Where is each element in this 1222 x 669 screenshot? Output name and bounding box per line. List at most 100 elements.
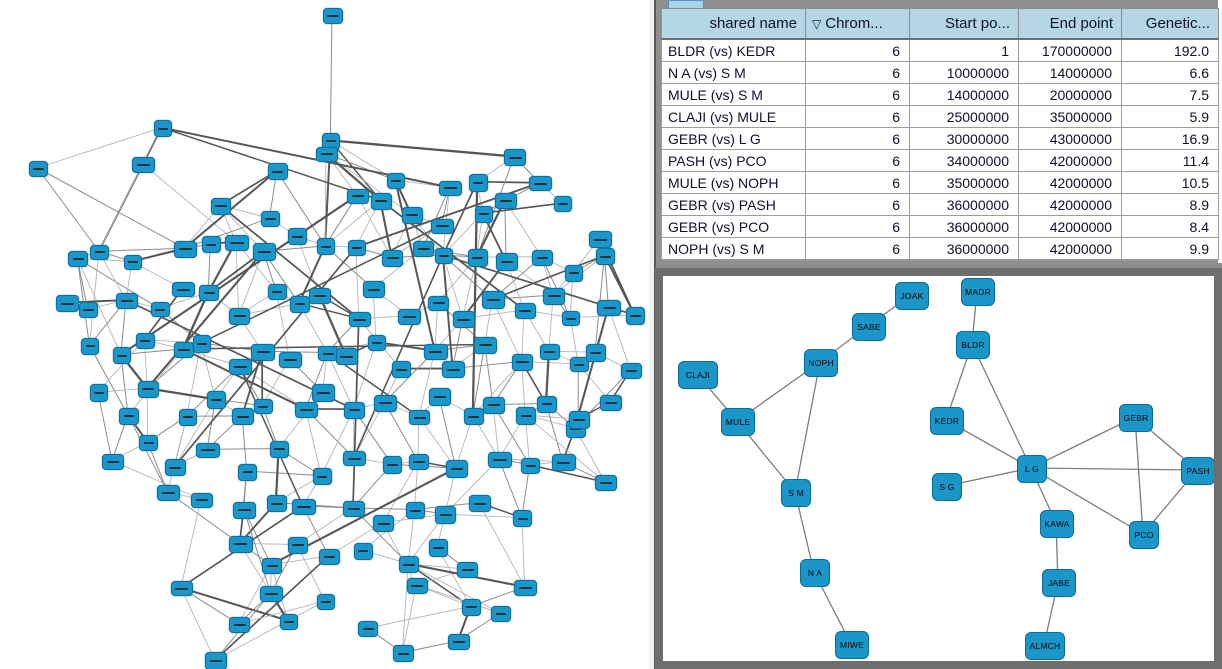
network-node[interactable] [474, 336, 498, 355]
network-node[interactable] [463, 407, 484, 426]
cell-value[interactable]: 16.9 [1121, 127, 1219, 150]
network-node[interactable] [514, 303, 536, 319]
network-node[interactable] [569, 357, 589, 373]
network-node[interactable] [135, 332, 155, 349]
column-header-endpoint[interactable]: End point [1018, 8, 1122, 40]
network-node[interactable] [267, 163, 288, 181]
network-node[interactable] [260, 586, 284, 602]
network-node[interactable] [335, 347, 358, 366]
cell-shared-name[interactable]: CLAJI (vs) MULE [661, 105, 806, 128]
network-node[interactable] [381, 249, 404, 267]
network-node[interactable] [568, 411, 590, 429]
network-node[interactable] [468, 173, 488, 192]
cell-value[interactable]: 34000000 [909, 149, 1019, 172]
network-node[interactable] [228, 616, 251, 633]
network-node[interactable] [232, 408, 255, 426]
cell-value[interactable]: 42000000 [1018, 193, 1122, 216]
network-node-gebr[interactable]: GEBR [1118, 404, 1154, 432]
network-node[interactable] [491, 606, 511, 622]
network-node[interactable] [224, 234, 249, 251]
table-row[interactable]: PASH (vs) PCO 6 34000000 42000000 11.4 [661, 149, 1219, 172]
network-node[interactable] [312, 384, 335, 403]
network-node[interactable] [204, 652, 228, 669]
column-header-startpo[interactable]: Start po... [909, 8, 1019, 40]
network-node[interactable] [229, 359, 252, 375]
network-node[interactable] [101, 453, 125, 470]
cell-shared-name[interactable]: BLDR (vs) KEDR [661, 38, 806, 62]
network-node[interactable] [294, 401, 319, 418]
network-node[interactable] [139, 435, 158, 451]
cell-value[interactable]: 8.9 [1121, 193, 1219, 216]
network-node[interactable] [81, 337, 100, 356]
network-node[interactable] [344, 401, 365, 419]
network-node[interactable] [434, 248, 454, 265]
network-node[interactable] [462, 599, 481, 616]
network-node-jabe[interactable]: JABE [1041, 569, 1077, 597]
network-node[interactable] [514, 579, 538, 596]
network-node[interactable] [370, 192, 392, 210]
network-node[interactable] [474, 205, 493, 223]
network-node[interactable] [68, 251, 89, 268]
network-node[interactable] [347, 188, 369, 204]
network-node-lg[interactable]: L G [1017, 455, 1047, 483]
network-node[interactable] [112, 347, 132, 364]
network-node[interactable] [401, 206, 423, 225]
network-node[interactable] [266, 495, 288, 513]
network-node-na[interactable]: N A [800, 559, 830, 587]
network-node[interactable] [529, 176, 552, 192]
network-node-almch[interactable]: ALMCH [1025, 632, 1065, 660]
network-node[interactable] [206, 391, 227, 410]
network-node[interactable] [495, 253, 519, 271]
cell-value[interactable]: 170000000 [1018, 38, 1122, 62]
cell-value[interactable]: 6 [805, 149, 910, 172]
cell-value[interactable]: 6 [805, 193, 910, 216]
network-node[interactable] [309, 287, 332, 304]
network-node[interactable] [317, 238, 336, 256]
table-row[interactable]: MULE (vs) NOPH 6 35000000 42000000 10.5 [661, 171, 1219, 194]
network-node[interactable] [164, 459, 187, 477]
network-node[interactable] [481, 291, 505, 310]
cell-value[interactable]: 10.5 [1121, 171, 1219, 194]
network-node[interactable] [383, 456, 403, 475]
network-node[interactable] [600, 395, 623, 411]
cell-value[interactable]: 8.4 [1121, 215, 1219, 238]
network-node[interactable] [626, 307, 645, 325]
network-node[interactable] [521, 458, 540, 474]
cell-value[interactable]: 10000000 [909, 61, 1019, 84]
network-node[interactable] [288, 228, 308, 246]
table-row[interactable]: GEBR (vs) PASH 6 36000000 42000000 8.9 [661, 193, 1219, 216]
network-node-pash[interactable]: PASH [1180, 457, 1214, 485]
network-node[interactable] [322, 8, 344, 24]
cell-value[interactable]: 36000000 [909, 215, 1019, 238]
network-node[interactable] [347, 239, 367, 257]
network-node[interactable] [374, 394, 398, 412]
network-node[interactable] [253, 398, 273, 415]
cell-value[interactable]: 43000000 [1018, 127, 1122, 150]
network-node[interactable] [457, 561, 479, 579]
cell-shared-name[interactable]: GEBR (vs) PASH [661, 193, 806, 216]
network-node[interactable] [368, 334, 387, 352]
cell-shared-name[interactable]: MULE (vs) NOPH [661, 171, 806, 194]
network-node-sg[interactable]: S G [932, 473, 962, 501]
network-node[interactable] [438, 180, 463, 197]
network-node[interactable] [441, 361, 466, 379]
table-row[interactable]: MULE (vs) S M 6 14000000 20000000 7.5 [661, 83, 1219, 106]
network-node[interactable] [387, 173, 406, 190]
network-node[interactable] [252, 243, 276, 262]
cell-value[interactable]: 42000000 [1018, 149, 1122, 172]
network-node[interactable] [202, 236, 221, 254]
network-node[interactable] [373, 515, 395, 533]
network-node[interactable] [428, 295, 450, 311]
network-node[interactable] [312, 468, 332, 485]
network-node[interactable] [228, 536, 253, 553]
cell-value[interactable]: 7.5 [1121, 83, 1219, 106]
network-node[interactable] [28, 160, 49, 178]
cell-shared-name[interactable]: NOPH (vs) S M [661, 237, 806, 260]
network-node[interactable] [56, 295, 79, 313]
network-node[interactable] [621, 363, 642, 380]
network-node[interactable] [542, 287, 566, 305]
network-node[interactable] [153, 119, 172, 138]
network-node[interactable] [270, 441, 289, 458]
network-node[interactable] [405, 502, 426, 519]
cell-value[interactable]: 42000000 [1018, 237, 1122, 260]
